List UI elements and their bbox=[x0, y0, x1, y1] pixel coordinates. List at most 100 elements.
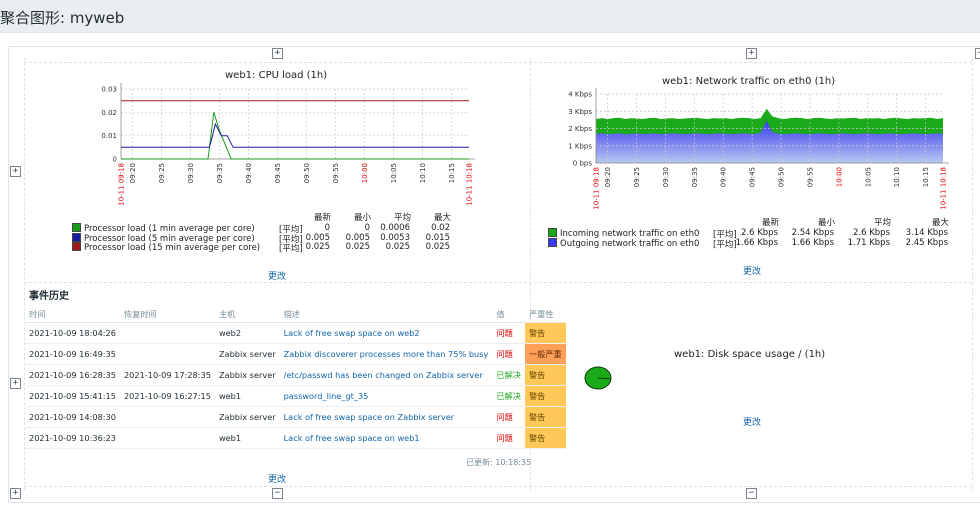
cpu-series-line-2 bbox=[121, 122, 469, 148]
net-legend-header: 最大 bbox=[932, 218, 950, 228]
x-end-label: 10-11 10:18 bbox=[466, 163, 474, 206]
cpu-graph-edit-link[interactable]: 更改 bbox=[268, 272, 287, 282]
legend-value: 0 bbox=[364, 223, 370, 233]
legend-value: 2.54 Kbps bbox=[791, 228, 834, 238]
x-tick-label: 09:30 bbox=[662, 167, 670, 187]
y-tick-label: 2 Kbps bbox=[568, 125, 592, 133]
x-tick-label: 10:15 bbox=[922, 167, 930, 187]
column-header: 值 bbox=[492, 305, 525, 323]
table-row: 2021-10-09 15:41:15 2021-10-09 16:27:15 we… bbox=[25, 385, 566, 407]
event-desc-cell[interactable]: Lack of free swap space on web2 bbox=[279, 322, 493, 344]
x-tick-label: 09:20 bbox=[129, 163, 137, 183]
add-row-button[interactable]: + bbox=[10, 488, 21, 499]
y-tick-label: 1 Kbps bbox=[568, 142, 592, 150]
legend-label: Incoming network traffic on eth0 bbox=[560, 229, 700, 239]
remove-column-button[interactable]: − bbox=[272, 488, 283, 499]
add-column-button[interactable]: + bbox=[746, 48, 757, 59]
legend-function: [平均] bbox=[713, 239, 737, 250]
y-tick-label: 0.01 bbox=[101, 132, 117, 140]
net-legend-item: Outgoing network traffic on eth0 bbox=[548, 237, 699, 249]
legend-label: Processor load (5 min average per core) bbox=[84, 233, 255, 244]
legend-value: 0.005 bbox=[345, 232, 370, 243]
legend-value: 0.0006 bbox=[380, 223, 410, 233]
legend-swatch bbox=[72, 223, 81, 232]
legend-value: 0.025 bbox=[305, 242, 330, 252]
disk-usage-pie bbox=[584, 366, 612, 390]
last-updated: 已更新: 10:18:35 bbox=[466, 458, 532, 467]
column-header: 主机 bbox=[214, 305, 280, 323]
table-row: 2021-10-09 10:36:23 web1 Lack of free swap… bbox=[25, 427, 566, 449]
net-legend-header: 最小 bbox=[818, 218, 836, 228]
table-row: 2021-10-09 14:08:30 Zabbix server Lack of … bbox=[25, 406, 566, 428]
x-tick-label: 09:55 bbox=[806, 167, 814, 187]
event-time-cell: 2021-10-09 15:41:15 bbox=[25, 385, 120, 407]
event-host-cell: Zabbix server bbox=[214, 406, 280, 428]
legend-function: [平均] bbox=[279, 244, 303, 254]
cpu-legend-header: 最大 bbox=[434, 213, 452, 223]
x-tick-label: 09:50 bbox=[303, 163, 311, 183]
event-value-cell: 已解决 bbox=[492, 385, 525, 407]
cpu-legend-header: 最小 bbox=[354, 213, 372, 223]
event-time-cell: 2021-10-09 10:36:23 bbox=[25, 427, 120, 449]
cpu-legend-header: 平均 bbox=[394, 213, 412, 223]
x-tick-label: 10:00 bbox=[361, 163, 369, 183]
event-desc-cell[interactable]: Lack of free swap space on web1 bbox=[279, 427, 493, 449]
legend-function: [平均] bbox=[279, 234, 303, 245]
disk-graph-title: web1: Disk space usage / (1h) bbox=[674, 349, 826, 360]
y-tick-label: 0.03 bbox=[101, 86, 117, 94]
event-desc-cell[interactable]: /etc/passwd has been changed on Zabbix s… bbox=[279, 364, 493, 386]
x-tick-label: 09:45 bbox=[749, 167, 757, 187]
event-value-cell: 问题 bbox=[492, 427, 525, 449]
disk-graph-edit-link[interactable]: 更改 bbox=[743, 418, 762, 428]
pie-slice-free bbox=[597, 377, 612, 380]
event-time-cell: 2021-10-09 16:28:35 bbox=[25, 364, 120, 386]
pie-slice-used bbox=[584, 366, 612, 390]
table-row: 2021-10-09 18:04:26 web2 Lack of free swap… bbox=[25, 322, 566, 344]
grid-divider bbox=[24, 486, 972, 487]
x-tick-label: 09:55 bbox=[332, 163, 340, 183]
add-column-button[interactable]: + bbox=[975, 48, 980, 59]
events-edit-link[interactable]: 更改 bbox=[268, 475, 287, 485]
cpu-legend-item: Processor load (5 min average per core) bbox=[72, 232, 255, 244]
remove-column-button[interactable]: − bbox=[746, 488, 757, 499]
legend-function: [平均] bbox=[279, 225, 303, 235]
add-row-button[interactable]: + bbox=[10, 166, 21, 177]
legend-value: 0.0053 bbox=[380, 232, 410, 243]
x-tick-label: 10:10 bbox=[419, 163, 427, 183]
event-desc-cell[interactable]: Lack of free swap space on Zabbix server bbox=[279, 406, 493, 428]
legend-function: [平均] bbox=[713, 230, 737, 240]
legend-swatch bbox=[72, 232, 81, 242]
page-title: 聚合图形: myweb bbox=[0, 9, 125, 27]
add-row-button[interactable]: + bbox=[10, 378, 21, 389]
y-tick-label: 0 bps bbox=[573, 160, 593, 168]
event-severity-cell: 警告 bbox=[524, 406, 566, 428]
net-graph-edit-link[interactable]: 更改 bbox=[743, 267, 762, 277]
event-desc-cell[interactable]: Zabbix discoverer processes more than 75… bbox=[279, 343, 493, 365]
event-recovery-cell: 2021-10-09 16:27:15 bbox=[119, 385, 215, 407]
x-tick-label: 10:05 bbox=[864, 167, 872, 187]
cpu-legend-header: 最新 bbox=[314, 213, 332, 223]
event-severity-cell: 警告 bbox=[524, 322, 566, 344]
net-legend-header: 最新 bbox=[762, 218, 780, 228]
grid-divider bbox=[972, 58, 973, 490]
legend-value: 0.025 bbox=[345, 242, 370, 252]
column-header: 时间 bbox=[25, 305, 120, 323]
x-tick-label: 09:40 bbox=[245, 163, 253, 183]
x-tick-label: 09:40 bbox=[720, 167, 728, 187]
event-time-cell: 2021-10-09 18:04:26 bbox=[25, 322, 120, 344]
net-series-area-2 bbox=[596, 120, 943, 163]
event-severity-cell: 警告 bbox=[524, 427, 566, 449]
event-host-cell: Zabbix server bbox=[214, 364, 280, 386]
x-tick-label: 10:05 bbox=[390, 163, 398, 183]
add-column-button[interactable]: + bbox=[272, 48, 283, 59]
legend-value: 0.025 bbox=[425, 242, 450, 252]
x-tick-label: 09:35 bbox=[216, 163, 224, 183]
event-recovery-cell bbox=[119, 406, 215, 428]
legend-value: 0.015 bbox=[425, 232, 450, 243]
event-desc-cell[interactable]: password_line_gt_35 bbox=[279, 385, 493, 407]
table-row: 2021-10-09 16:49:35 Zabbix server Zabbix d… bbox=[25, 343, 566, 365]
x-tick-label: 09:30 bbox=[187, 163, 195, 183]
legend-label: Processor load (1 min average per core) bbox=[84, 224, 255, 234]
cpu-legend-item: Processor load (15 min average per core) bbox=[72, 242, 260, 253]
x-start-label: 10-11 09:18 bbox=[118, 163, 126, 206]
